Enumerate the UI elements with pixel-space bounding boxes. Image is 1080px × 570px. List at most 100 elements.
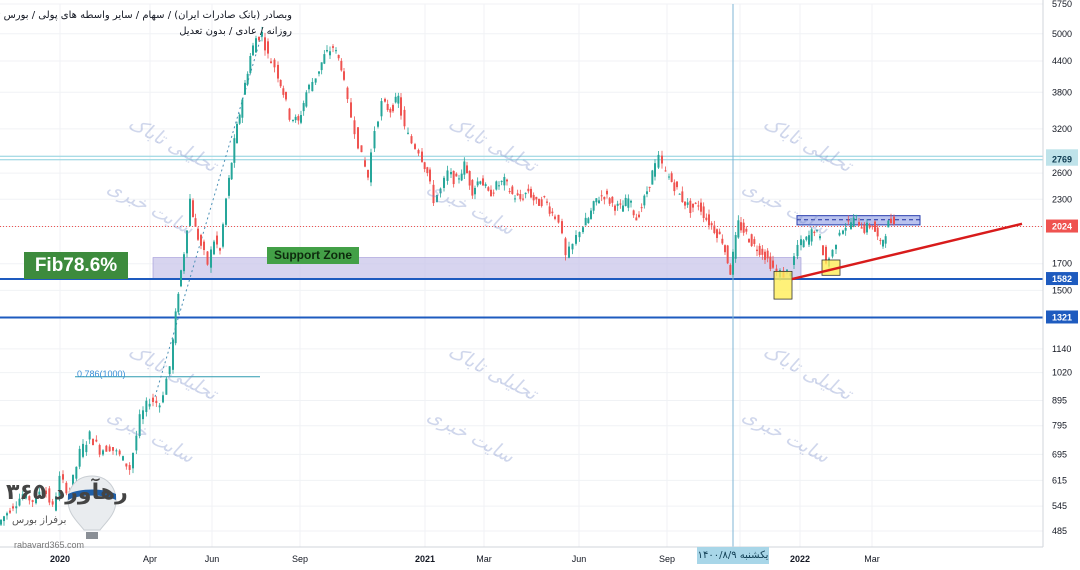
candle-body: [82, 443, 84, 457]
candle-body: [273, 59, 276, 68]
candle-body: [756, 249, 758, 252]
candle-body: [277, 64, 279, 79]
candle-body: [15, 506, 18, 509]
candle-body: [611, 196, 614, 203]
candle-body: [635, 217, 638, 221]
candle-body: [326, 49, 328, 52]
candle-body: [410, 136, 413, 144]
candle-body: [640, 207, 643, 209]
candle-body: [132, 452, 134, 469]
x-tick-label: Sep: [659, 554, 675, 564]
candle-body: [835, 244, 837, 250]
candle-body: [213, 241, 215, 255]
candle-body: [627, 198, 630, 208]
price-badge: [1046, 152, 1078, 166]
candle-body: [417, 150, 420, 154]
candle-body: [624, 197, 627, 207]
candle-body: [708, 214, 710, 226]
candle-body: [508, 191, 511, 193]
candle-body: [855, 214, 858, 216]
candle-body: [270, 61, 272, 64]
candle-body: [219, 248, 221, 251]
candle-body: [766, 250, 769, 259]
fib-level-text: 0.786(1000): [77, 369, 126, 379]
candle-body: [18, 498, 21, 506]
candle-body: [564, 238, 567, 256]
candle-body: [439, 188, 442, 194]
candle-body: [758, 245, 761, 255]
candle-body: [543, 196, 546, 198]
candle-body: [825, 246, 827, 264]
candle-body: [764, 251, 766, 260]
candle-body: [222, 224, 224, 247]
x-tick-label: Sep: [292, 554, 308, 564]
candle-body: [380, 101, 383, 117]
candle-body: [745, 228, 748, 232]
candle-body: [35, 491, 37, 504]
candle-body: [21, 494, 24, 499]
candle-body: [458, 178, 460, 180]
candle-body: [244, 82, 246, 95]
candle-body: [282, 88, 285, 95]
logo-tagline: برفراز بورس: [12, 515, 67, 526]
candle-body: [180, 270, 182, 287]
candle-body: [734, 235, 737, 259]
candle-body: [500, 180, 503, 182]
candle-body: [174, 311, 177, 344]
candle-body: [522, 198, 524, 200]
candle-body: [871, 225, 874, 227]
candle-body: [527, 188, 530, 192]
candle-body: [498, 185, 500, 187]
candle-body: [793, 256, 795, 265]
candle-body: [786, 269, 788, 271]
crosshair-date-badge: یکشنبه ۱۴۰۰/۸/۹: [697, 547, 769, 564]
candle-body: [397, 95, 400, 104]
candle-body: [729, 265, 732, 275]
highlight-box: [773, 270, 793, 300]
candle-body: [678, 193, 681, 195]
candle-body: [664, 170, 667, 172]
candle-body: [238, 114, 241, 124]
candle-body: [863, 224, 866, 233]
candle-body: [772, 260, 774, 268]
candle-body: [800, 239, 802, 246]
candle-body: [548, 206, 551, 214]
candle-body: [279, 79, 282, 87]
candle-body: [340, 60, 343, 71]
x-tick-label: 2022: [790, 554, 810, 564]
support-zone-label: Support Zone: [267, 247, 359, 264]
candle-body: [495, 181, 498, 190]
candle-body: [302, 103, 305, 112]
candle-body: [532, 194, 535, 201]
candle-body: [810, 229, 813, 242]
candle-body: [750, 234, 753, 246]
candle-body: [600, 195, 603, 197]
candle-body: [598, 200, 600, 204]
y-tick-label: 485: [1052, 526, 1067, 536]
candle-body: [112, 447, 114, 451]
candle-body: [686, 202, 689, 205]
candle-body: [879, 239, 882, 241]
y-tick-label: 3200: [1052, 124, 1072, 134]
logo-brand: رهآورد ۳۶۵: [6, 480, 128, 505]
candle-body: [487, 187, 490, 191]
y-tick-label: 2300: [1052, 194, 1072, 204]
candle-body: [288, 108, 291, 120]
candle-body: [172, 339, 174, 370]
candle-body: [436, 194, 438, 202]
candle-body: [568, 246, 570, 258]
candle-body: [300, 114, 302, 123]
logo-balloon-icon: [67, 475, 117, 539]
candle-body: [673, 182, 676, 192]
candle-body: [168, 366, 171, 375]
candle-body: [876, 227, 879, 237]
y-tick-label: 5000: [1052, 29, 1072, 39]
candle-body: [584, 217, 587, 226]
candle-body: [152, 397, 154, 403]
candle-body: [38, 491, 41, 495]
candle-body: [816, 230, 818, 232]
candle-body: [554, 216, 556, 219]
price-badge: [1046, 219, 1078, 233]
candle-body: [587, 218, 590, 224]
